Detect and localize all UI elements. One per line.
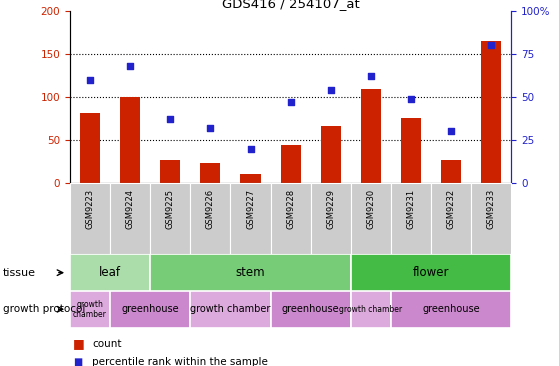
Bar [401, 119, 421, 183]
Text: ■: ■ [73, 337, 84, 351]
Bar [351, 254, 511, 291]
Bar [471, 183, 511, 254]
Bar [70, 291, 110, 328]
Bar [351, 291, 391, 328]
Bar [110, 183, 150, 254]
Text: stem: stem [236, 266, 266, 279]
Point [126, 63, 135, 69]
Bar [441, 160, 461, 183]
Bar [321, 126, 341, 183]
Bar [70, 254, 150, 291]
Bar [110, 291, 190, 328]
Text: GSM9224: GSM9224 [126, 189, 135, 229]
Bar [190, 291, 271, 328]
Bar [351, 183, 391, 254]
Bar [391, 183, 431, 254]
Bar [150, 254, 351, 291]
Text: GSM9223: GSM9223 [86, 189, 94, 229]
Bar [391, 291, 511, 328]
Bar [190, 183, 230, 254]
Text: growth
chamber: growth chamber [73, 299, 107, 319]
Text: percentile rank within the sample: percentile rank within the sample [92, 357, 268, 366]
Text: growth protocol: growth protocol [3, 304, 85, 314]
Text: GSM9232: GSM9232 [447, 189, 456, 229]
Bar [70, 183, 110, 254]
Bar [150, 183, 190, 254]
Bar [281, 145, 301, 183]
Title: GDS416 / 254107_at: GDS416 / 254107_at [222, 0, 359, 10]
Point [326, 87, 335, 93]
Text: GSM9225: GSM9225 [165, 189, 175, 229]
Text: growth chamber: growth chamber [339, 305, 402, 314]
Text: greenhouse: greenhouse [121, 304, 179, 314]
Text: tissue: tissue [3, 268, 36, 278]
Bar [311, 183, 351, 254]
Bar [361, 89, 381, 183]
Text: GSM9227: GSM9227 [246, 189, 255, 229]
Text: GSM9226: GSM9226 [206, 189, 215, 229]
Text: greenhouse: greenhouse [282, 304, 339, 314]
Point [447, 128, 456, 134]
Text: leaf: leaf [99, 266, 121, 279]
Bar [200, 163, 220, 183]
Bar [271, 183, 311, 254]
Bar [80, 113, 100, 183]
Text: GSM9231: GSM9231 [406, 189, 416, 229]
Text: count: count [92, 339, 122, 349]
Bar [431, 183, 471, 254]
Text: growth chamber: growth chamber [190, 304, 271, 314]
Point [86, 77, 94, 83]
Text: GSM9228: GSM9228 [286, 189, 295, 229]
Point [286, 99, 295, 105]
Text: ■: ■ [73, 357, 82, 366]
Text: GSM9229: GSM9229 [326, 189, 335, 229]
Point [406, 96, 415, 102]
Bar [481, 41, 501, 183]
Point [166, 116, 175, 122]
Point [367, 74, 376, 79]
Text: flower: flower [413, 266, 449, 279]
Text: GSM9233: GSM9233 [487, 189, 496, 229]
Text: GSM9230: GSM9230 [367, 189, 376, 229]
Point [246, 146, 255, 152]
Bar [160, 160, 180, 183]
Bar [120, 97, 140, 183]
Bar [230, 183, 271, 254]
Bar [240, 173, 260, 183]
Text: greenhouse: greenhouse [423, 304, 480, 314]
Point [487, 42, 496, 48]
Point [206, 125, 215, 131]
Bar [271, 291, 351, 328]
